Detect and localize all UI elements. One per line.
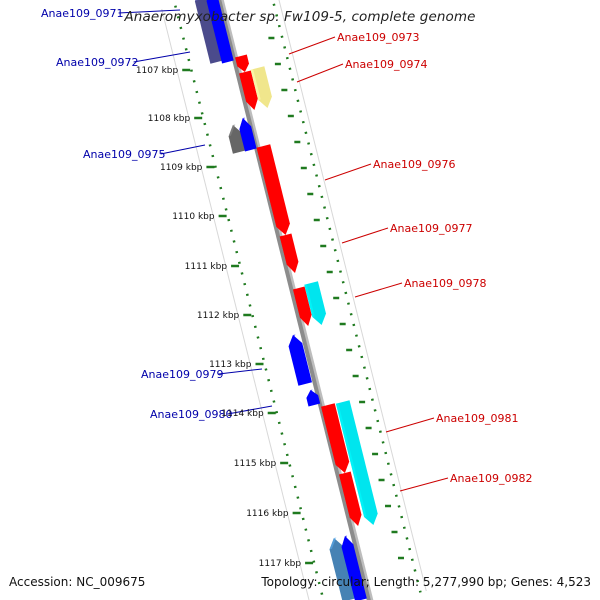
forward-gene-label: Anae109_0981: [436, 412, 519, 425]
reverse-gene-4: [239, 117, 257, 152]
reverse-gene-6: [306, 389, 321, 407]
reverse-label-leader: [160, 144, 206, 155]
reverse-gene-8-body: [341, 536, 367, 600]
forward-gene-label: Anae109_0973: [337, 31, 420, 44]
forward-gene-9: [339, 471, 362, 526]
kbp-tick-label: 1114 kbp: [221, 409, 264, 419]
kbp-tick-label: 1109 kbp: [160, 163, 203, 173]
forward-label-leader: [341, 227, 389, 244]
kbp-tick-label: 1108 kbp: [148, 114, 191, 124]
forward-label-leader: [354, 282, 403, 298]
reverse-track-border: [161, 8, 310, 600]
forward-label-leader: [288, 36, 336, 55]
reverse-gene-2-body: [206, 0, 234, 64]
reverse-gene-label: Anae109_0980: [150, 408, 233, 421]
forward-gene-10-body: [335, 400, 378, 525]
reverse-gene-4-body: [239, 118, 257, 152]
forward-gene-10: [335, 400, 378, 525]
forward-gene-3: [250, 66, 272, 108]
forward-gene-8-highlight: [321, 406, 338, 465]
reverse-gene-5-body: [288, 335, 312, 386]
reverse-label-leader: [227, 405, 273, 415]
reverse-gene-7-body: [329, 538, 357, 600]
forward-gene-label: Anae109_0974: [345, 58, 428, 71]
forward-label-leader: [399, 477, 449, 492]
reverse-gene-5: [288, 334, 312, 386]
forward-gene-5-body: [279, 233, 299, 273]
forward-gene-7: [304, 281, 326, 325]
forward-gene-9-highlight: [339, 473, 352, 518]
forward-gene-1: [235, 54, 249, 72]
kbp-tick-label: 1113 kbp: [209, 360, 252, 370]
kbp-tick-label: 1110 kbp: [172, 212, 215, 222]
forward-gene-label: Anae109_0976: [373, 158, 456, 171]
forward-gene-9-body: [339, 471, 362, 526]
reverse-gene-3-highlight: [228, 124, 236, 137]
reverse-gene-label: Anae109_0979: [141, 368, 224, 381]
reverse-label-leader: [133, 51, 191, 63]
reverse-gene-6-highlight: [306, 389, 313, 398]
forward-track-border: [278, 0, 427, 592]
reverse-gene-3: [228, 124, 247, 154]
forward-gene-label: Anae109_0982: [450, 472, 533, 485]
kbp-tick-label: 1112 kbp: [197, 311, 240, 321]
reverse-gene-8-highlight: [341, 535, 348, 548]
forward-gene-4-highlight: [256, 147, 279, 227]
forward-gene-2: [239, 70, 258, 110]
reverse-gene-label: Anae109_0972: [56, 56, 139, 69]
forward-gene-1-body: [235, 54, 249, 72]
reverse-gene-7: [329, 537, 357, 600]
forward-gene-7-body: [304, 281, 326, 325]
reverse-gene-4-highlight: [239, 117, 245, 130]
forward-gene-10-highlight: [335, 403, 367, 517]
forward-gene-1-highlight: [235, 56, 240, 67]
forward-gene-8-body: [321, 403, 350, 473]
forward-gene-8: [321, 403, 350, 473]
reverse-label-leader: [118, 9, 181, 14]
reverse-gene-label: Anae109_0971: [41, 7, 124, 20]
kbp-tick-label: 1111 kbp: [185, 262, 228, 272]
kbp-tick-label: 1116 kbp: [246, 509, 289, 519]
topology-text: Topology: circular; Length: 5,277,990 bp…: [261, 575, 591, 589]
forward-gene-7-highlight: [304, 284, 315, 317]
reverse-gene-7-highlight: [329, 537, 337, 550]
reverse-gene-1-highlight: [194, 0, 198, 2]
forward-gene-3-body: [250, 66, 272, 108]
forward-gene-2-body: [239, 70, 258, 110]
reverse-gene-2-highlight: [206, 0, 209, 2]
reverse-label-leader: [218, 368, 263, 375]
forward-label-leader: [385, 417, 435, 433]
backbone-line: [217, 0, 371, 600]
forward-gene-4: [256, 144, 290, 235]
forward-gene-4-body: [256, 144, 290, 235]
forward-label-leader: [296, 63, 344, 83]
forward-gene-6-highlight: [293, 288, 302, 318]
forward-gene-label: Anae109_0977: [390, 222, 473, 235]
kbp-tick-label: 1107 kbp: [136, 66, 179, 76]
forward-label-leader: [324, 163, 372, 181]
accession-text: Accession: NC_009675: [9, 575, 146, 589]
forward-gene-5-highlight: [279, 235, 289, 265]
forward-gene-label: Anae109_0978: [404, 277, 487, 290]
reverse-gene-1: [194, 0, 224, 64]
kbp-tick-label: 1117 kbp: [259, 559, 302, 569]
reverse-gene-label: Anae109_0975: [83, 148, 166, 161]
reverse-gene-2: [206, 0, 234, 64]
map-title: Anaeromyxobacter sp. Fw109-5, complete g…: [124, 9, 476, 25]
forward-gene-5: [279, 233, 299, 273]
forward-gene-6-body: [293, 286, 312, 326]
reverse-gene-8: [341, 535, 367, 600]
kbp-tick-label: 1115 kbp: [234, 459, 277, 469]
forward-gene-6: [293, 286, 312, 326]
forward-gene-2-highlight: [239, 72, 249, 102]
forward-gene-3-highlight: [250, 69, 261, 100]
reverse-gene-3-body: [228, 125, 247, 154]
reverse-gene-5-highlight: [288, 334, 296, 347]
reverse-gene-1-body: [194, 0, 224, 64]
